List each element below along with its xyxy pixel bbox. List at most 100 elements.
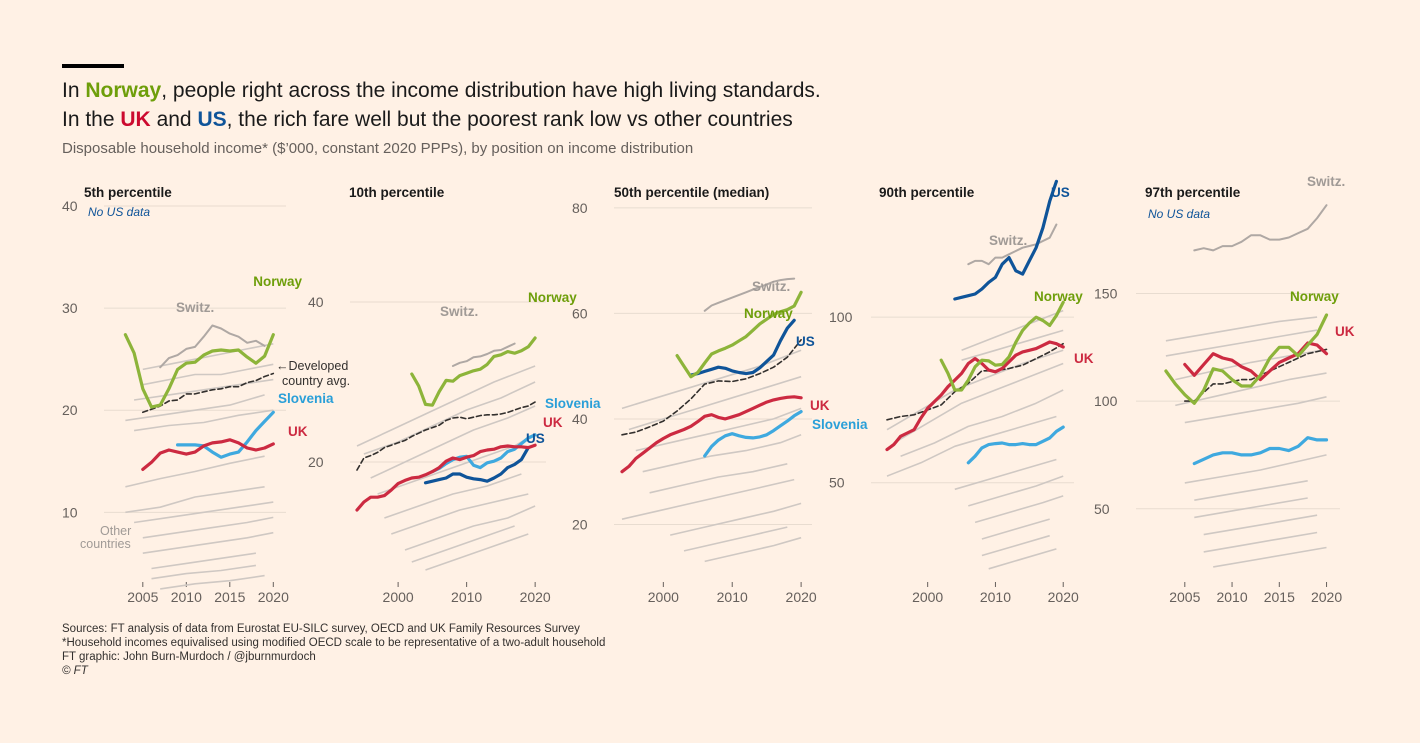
y-tick-label: 80 [572, 200, 588, 216]
series-line-norway [675, 290, 803, 379]
series-line-us [689, 318, 796, 377]
panel-1: 10 20 30 40 2005 2010 2015 2020 5th percentile No… [62, 185, 350, 605]
other-country-line [988, 548, 1057, 570]
series-label-us: US [796, 334, 815, 349]
series-label-other: countries [80, 537, 131, 551]
series-line-slovenia [176, 410, 275, 459]
headline-text: In [62, 79, 86, 102]
y-tick-label: 20 [62, 402, 78, 418]
x-tick-label: 2010 [451, 589, 482, 605]
subtitle: Disposable household income* ($’000, con… [62, 140, 694, 157]
other-country-line [642, 434, 802, 473]
x-tick-label: 2015 [214, 589, 245, 605]
series-label-norway: Norway [1034, 289, 1083, 304]
other-country-line [425, 533, 529, 571]
other-country-line [1165, 329, 1318, 357]
series-line-slovenia [703, 410, 803, 458]
other-country-line [1184, 454, 1327, 484]
other-country-line [981, 518, 1050, 540]
other-country-line [1175, 372, 1327, 407]
other-country-line [961, 329, 1064, 361]
series-line-uk [141, 438, 275, 471]
series-line-switz [703, 277, 796, 312]
series-label-norway: Norway [744, 306, 793, 321]
other-country-line [1184, 396, 1327, 424]
x-tick-label: 2020 [258, 589, 289, 605]
other-country-line [1194, 480, 1308, 501]
series-line-avg [1184, 348, 1328, 402]
series-line-avg [886, 342, 1064, 421]
no-us-data-note: No US data [88, 205, 150, 219]
series-line-uk [355, 443, 537, 512]
series-line-norway [123, 333, 275, 409]
other-country-line [142, 516, 274, 539]
series-line-us [423, 446, 530, 485]
y-tick-label: 10 [62, 504, 78, 520]
panel-title: 5th percentile [84, 185, 172, 200]
other-country-line [900, 389, 1064, 457]
other-country-line [142, 343, 274, 371]
other-country-line [391, 493, 529, 535]
series-label-slovenia: Slovenia [278, 391, 334, 406]
x-tick-label: 2020 [520, 589, 551, 605]
other-country-line [404, 505, 536, 551]
y-tick-label: 60 [572, 305, 588, 321]
x-tick-label: 2000 [912, 589, 943, 605]
other-country-line [1194, 497, 1308, 519]
series-line-norway [410, 336, 537, 407]
series-label-us: US [526, 431, 545, 446]
x-tick-label: 2000 [383, 589, 414, 605]
headline-norway: Norway [85, 79, 162, 102]
headline-text: , the rich fare well but the poorest ran… [226, 108, 793, 131]
other-country-line [411, 525, 515, 563]
other-country-line [1203, 514, 1318, 536]
series-label-norway: Norway [528, 290, 577, 305]
other-country-line [635, 407, 802, 452]
other-country-line [151, 564, 257, 580]
panel-title: 90th percentile [879, 185, 975, 200]
y-tick-label: 100 [829, 309, 853, 325]
series-label-avg: ←Developed [276, 359, 348, 373]
other-country-line [981, 534, 1050, 557]
other-country-line [1165, 316, 1318, 342]
series-label-avg: country avg. [282, 374, 350, 388]
series-line-norway [1164, 313, 1329, 405]
y-tick-label: 30 [62, 300, 78, 316]
series-label-switz: Switz. [176, 300, 214, 315]
headline-line-1: In Norway, people right across the incom… [62, 76, 821, 105]
other-country-line [1213, 546, 1327, 568]
no-us-data-note: No US data [1148, 207, 1210, 221]
headline-text: In the [62, 108, 121, 131]
other-country-line [961, 309, 1064, 352]
series-label-other: Other [100, 524, 131, 538]
other-country-line [974, 495, 1064, 524]
other-country-line [377, 433, 536, 495]
series-line-switz [967, 223, 1058, 266]
series-line-slovenia [966, 425, 1065, 465]
series-label-slovenia: Slovenia [812, 417, 868, 432]
headline-text: and [150, 108, 198, 131]
series-label-uk: UK [1335, 324, 1355, 339]
x-tick-label: 2010 [1216, 589, 1247, 605]
series-label-uk: UK [288, 424, 308, 439]
series-label-us: US [1051, 185, 1070, 200]
panel-5: 50 100 150 2005 2010 2015 2020 97th percentile N… [1094, 174, 1355, 605]
y-tick-label: 40 [572, 411, 588, 427]
series-label-norway: Norway [253, 274, 302, 289]
series-label-slovenia: Slovenia [545, 396, 601, 411]
x-tick-label: 2020 [1311, 589, 1342, 605]
series-label-uk: UK [543, 415, 563, 430]
footer: Sources: FT analysis of data from Eurost… [62, 622, 605, 678]
other-country-line [133, 378, 274, 401]
other-country-line [1175, 348, 1327, 381]
headline: In Norway, people right across the incom… [62, 76, 821, 134]
other-country-line [893, 362, 1064, 444]
y-tick-label: 150 [1094, 285, 1118, 301]
x-tick-label: 2020 [1048, 589, 1079, 605]
other-country-line [954, 458, 1057, 491]
panel-3: 20 40 60 80 2000 2010 2020 50th percentile (med… [572, 185, 868, 605]
y-tick-label: 40 [62, 198, 78, 214]
y-tick-label: 20 [308, 454, 324, 470]
y-tick-label: 40 [308, 294, 324, 310]
